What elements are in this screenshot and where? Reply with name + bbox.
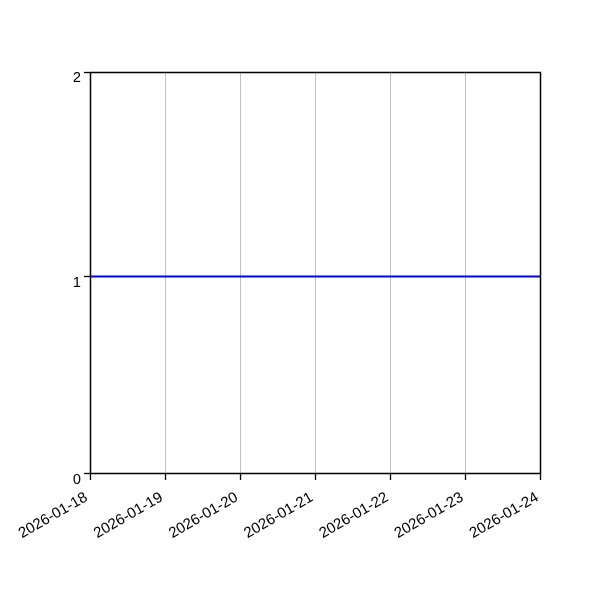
svg-text:0: 0 <box>73 472 81 488</box>
svg-text:1: 1 <box>73 275 81 291</box>
svg-text:2: 2 <box>73 70 81 86</box>
